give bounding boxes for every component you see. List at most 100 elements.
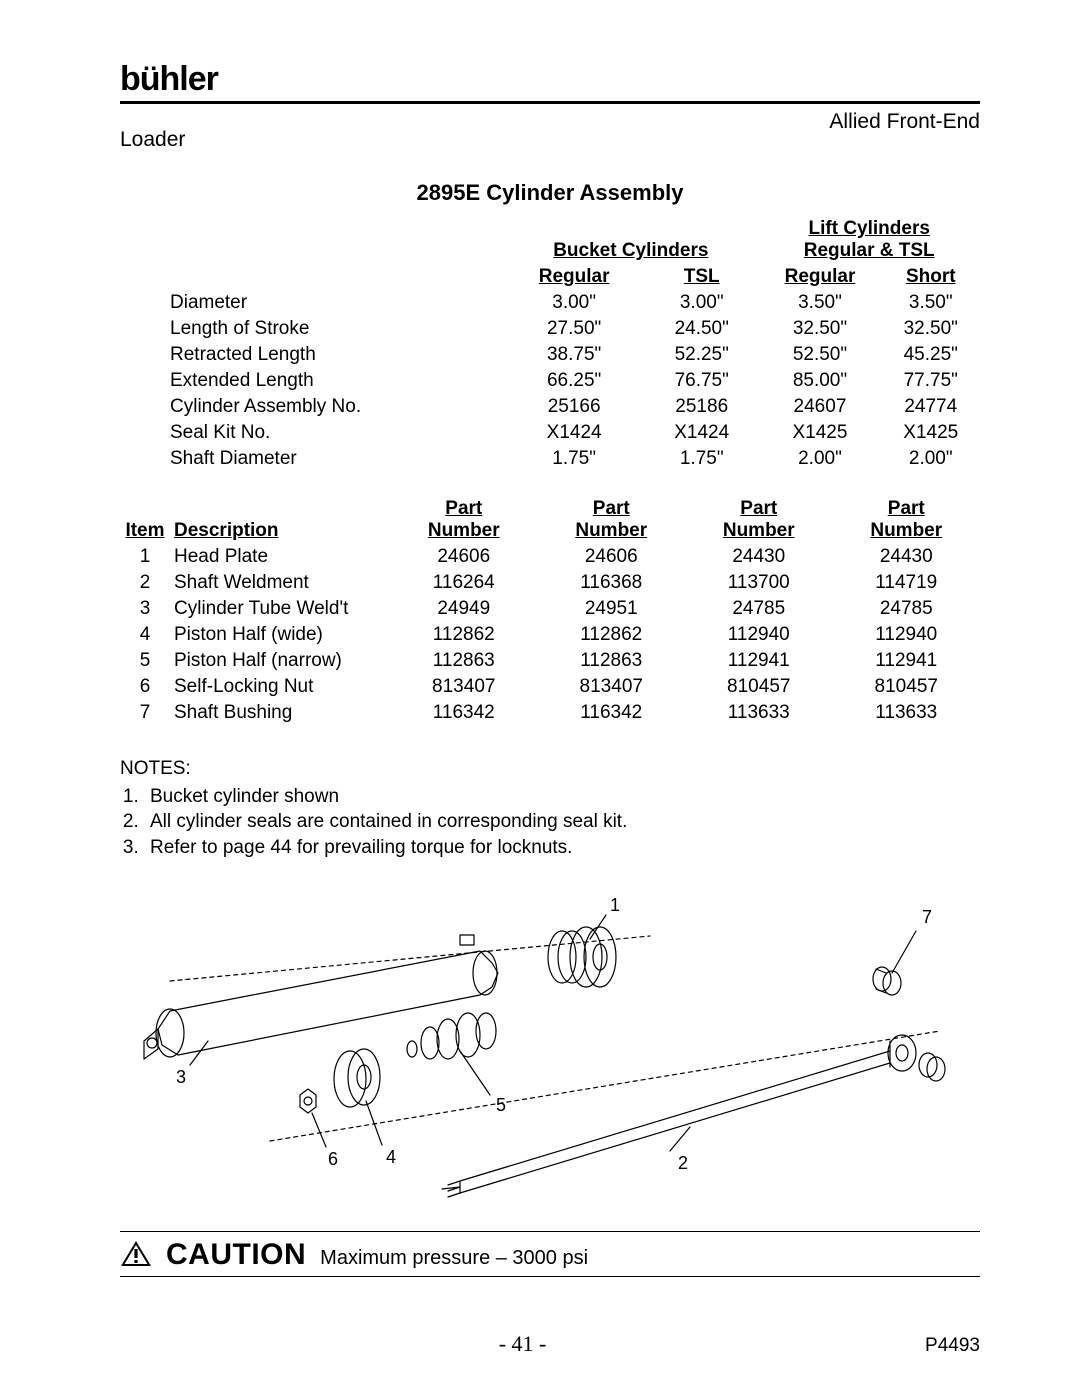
note-item: All cylinder seals are contained in corr… [144, 809, 980, 835]
parts-item-no: 5 [120, 648, 170, 674]
spec-cell: X1424 [503, 420, 645, 446]
spec-cell: 32.50" [882, 316, 980, 342]
page-number: - 41 - [499, 1331, 547, 1357]
note-item: Bucket cylinder shown [144, 784, 980, 810]
parts-cell: 113700 [685, 570, 833, 596]
parts-desc: Self-Locking Nut [170, 674, 390, 700]
parts-cell: 112941 [833, 648, 981, 674]
note-item: Refer to page 44 for prevailing torque f… [144, 835, 980, 861]
spec-cell: 24607 [758, 394, 881, 420]
parts-row: 1Head Plate24606246062443024430 [120, 544, 980, 570]
notes-block: NOTES: Bucket cylinder shownAll cylinder… [120, 756, 980, 861]
spec-cell: 1.75" [503, 446, 645, 472]
spec-row: Length of Stroke27.50"24.50"32.50"32.50" [120, 316, 980, 342]
parts-cell: 24430 [685, 544, 833, 570]
group-lift-line1: Lift Cylinders [809, 218, 930, 239]
spec-cell: 25186 [645, 394, 758, 420]
spec-cell: 45.25" [882, 342, 980, 368]
parts-desc: Cylinder Tube Weld't [170, 596, 390, 622]
spec-row: Seal Kit No.X1424X1424X1425X1425 [120, 420, 980, 446]
spec-label: Shaft Diameter [120, 446, 503, 472]
caution-word: CAUTION [166, 1238, 306, 1272]
callout-4: 4 [386, 1147, 396, 1167]
col-desc: Description [170, 496, 390, 544]
parts-cell: 24606 [538, 544, 686, 570]
parts-cell: 24949 [390, 596, 538, 622]
col-tsl: TSL [645, 264, 758, 290]
parts-desc: Shaft Weldment [170, 570, 390, 596]
spec-cell: 3.50" [758, 290, 881, 316]
parts-item-no: 6 [120, 674, 170, 700]
spec-cell: 77.75" [882, 368, 980, 394]
spec-cell: 24774 [882, 394, 980, 420]
parts-cell: 112940 [685, 622, 833, 648]
parts-desc: Piston Half (narrow) [170, 648, 390, 674]
parts-cell: 113633 [685, 700, 833, 726]
col-pn-1: PartNumber [390, 496, 538, 544]
parts-row: 5Piston Half (narrow)1128631128631129411… [120, 648, 980, 674]
parts-item-no: 1 [120, 544, 170, 570]
spec-cell: 52.25" [645, 342, 758, 368]
spec-cell: 3.50" [882, 290, 980, 316]
parts-cell: 813407 [390, 674, 538, 700]
spec-label: Cylinder Assembly No. [120, 394, 503, 420]
parts-row: 3Cylinder Tube Weld't2494924951247852478… [120, 596, 980, 622]
col-item: Item [120, 496, 170, 544]
spec-cell: X1425 [758, 420, 881, 446]
parts-cell: 24785 [833, 596, 981, 622]
parts-cell: 112862 [390, 622, 538, 648]
spec-cell: 32.50" [758, 316, 881, 342]
spec-cell: 25166 [503, 394, 645, 420]
spec-cell: 24.50" [645, 316, 758, 342]
spec-cell: 3.00" [645, 290, 758, 316]
parts-row: 4Piston Half (wide)112862112862112940112… [120, 622, 980, 648]
caution-block: CAUTION Maximum pressure – 3000 psi [120, 1231, 980, 1277]
group-lift-line2: Regular & TSL [804, 240, 935, 261]
spec-row: Shaft Diameter1.75"1.75"2.00"2.00" [120, 446, 980, 472]
parts-item-no: 4 [120, 622, 170, 648]
spec-cell: 1.75" [645, 446, 758, 472]
spec-row: Diameter3.00"3.00"3.50"3.50" [120, 290, 980, 316]
parts-cell: 112862 [538, 622, 686, 648]
parts-cell: 116264 [390, 570, 538, 596]
parts-cell: 116368 [538, 570, 686, 596]
spec-cell: 76.75" [645, 368, 758, 394]
spec-row: Extended Length66.25"76.75"85.00"77.75" [120, 368, 980, 394]
col-regular-1: Regular [503, 264, 645, 290]
parts-cell: 24430 [833, 544, 981, 570]
parts-item-no: 7 [120, 700, 170, 726]
spec-label: Extended Length [120, 368, 503, 394]
spec-label: Retracted Length [120, 342, 503, 368]
parts-cell: 114719 [833, 570, 981, 596]
parts-row: 6Self-Locking Nut81340781340781045781045… [120, 674, 980, 700]
spec-cell: 85.00" [758, 368, 881, 394]
brand-logo: bühler [120, 60, 980, 99]
spec-cell: 2.00" [882, 446, 980, 472]
callout-2: 2 [678, 1153, 688, 1173]
spec-row: Cylinder Assembly No.2516625186246072477… [120, 394, 980, 420]
col-pn-4: PartNumber [833, 496, 981, 544]
parts-cell: 24606 [390, 544, 538, 570]
exploded-diagram: 1 2 3 4 5 6 7 [120, 891, 980, 1211]
parts-table: Item Description PartNumber PartNumber P… [120, 496, 980, 726]
spec-row: Retracted Length38.75"52.25"52.50"45.25" [120, 342, 980, 368]
parts-cell: 113633 [833, 700, 981, 726]
warning-triangle-icon [120, 1240, 152, 1268]
parts-cell: 116342 [538, 700, 686, 726]
parts-desc: Shaft Bushing [170, 700, 390, 726]
spec-cell: X1425 [882, 420, 980, 446]
spec-cell: 66.25" [503, 368, 645, 394]
parts-row: 2Shaft Weldment116264116368113700114719 [120, 570, 980, 596]
rule-top [120, 101, 980, 104]
caution-text: Maximum pressure – 3000 psi [320, 1247, 588, 1270]
parts-cell: 24951 [538, 596, 686, 622]
spec-label: Length of Stroke [120, 316, 503, 342]
notes-head: NOTES: [120, 756, 980, 782]
header-left: Loader [120, 128, 185, 152]
page-title: 2895E Cylinder Assembly [120, 180, 980, 206]
spec-label: Diameter [120, 290, 503, 316]
caution-rule-bottom [120, 1276, 980, 1277]
spec-cell: 38.75" [503, 342, 645, 368]
spec-table: Bucket Cylinders Lift Cylinders Regular … [120, 216, 980, 472]
spec-cell: 2.00" [758, 446, 881, 472]
